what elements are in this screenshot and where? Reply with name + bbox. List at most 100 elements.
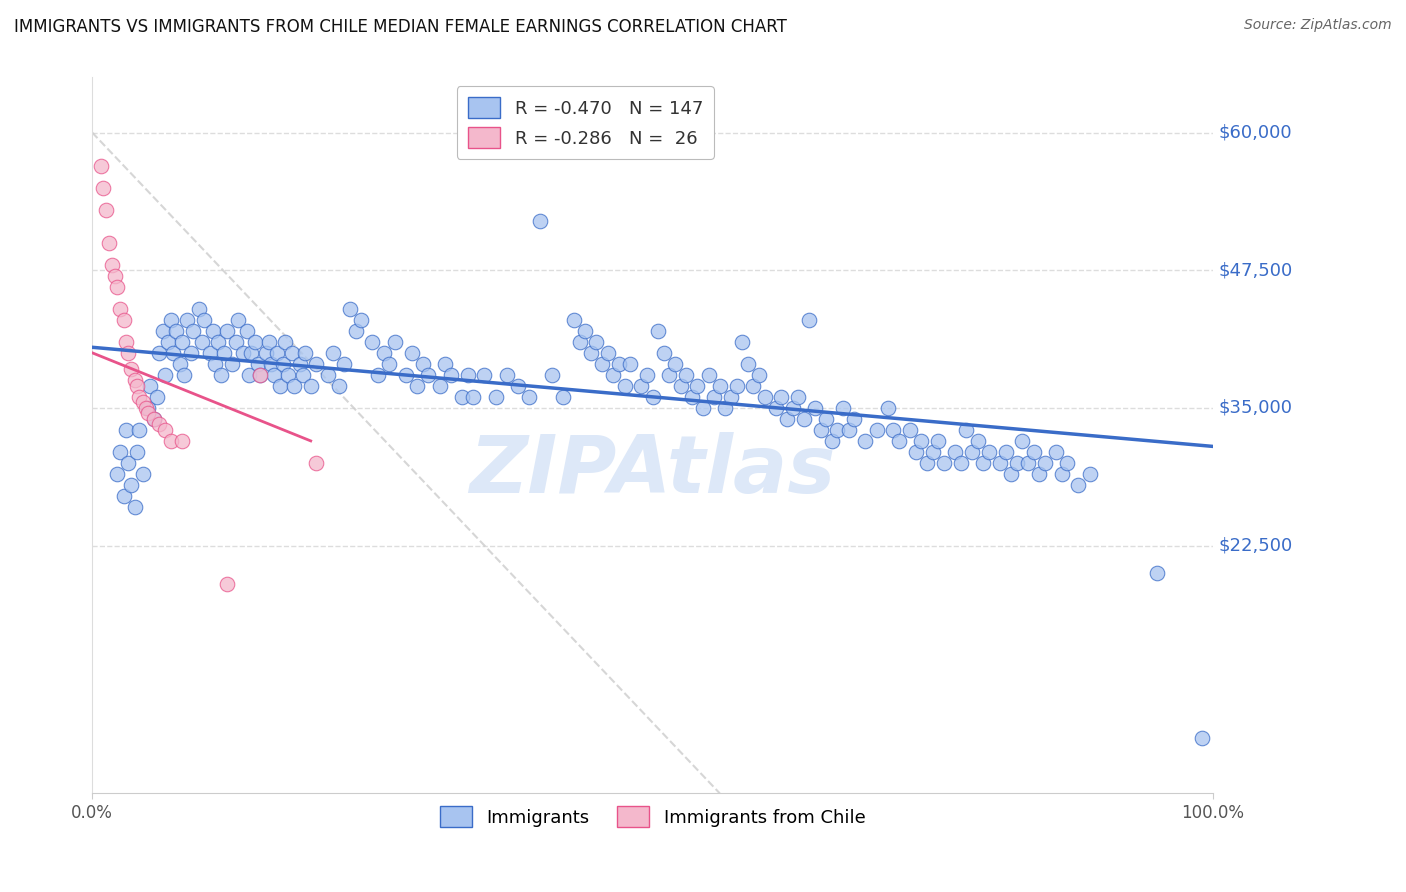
- Point: [742, 379, 765, 393]
- Point: [240, 346, 263, 360]
- Point: [94, 202, 117, 217]
- Point: [180, 346, 202, 360]
- Point: [159, 434, 181, 448]
- Point: [225, 334, 247, 349]
- Point: [316, 368, 339, 382]
- Point: [136, 406, 159, 420]
- Point: [112, 312, 135, 326]
- Point: [799, 312, 821, 326]
- Point: [720, 390, 742, 404]
- Point: [463, 390, 485, 404]
- Point: [927, 434, 949, 448]
- Point: [412, 357, 434, 371]
- Point: [114, 423, 136, 437]
- Point: [322, 346, 344, 360]
- Point: [574, 324, 596, 338]
- Point: [406, 379, 429, 393]
- Text: ZIPAtlas: ZIPAtlas: [470, 433, 835, 510]
- Point: [591, 357, 613, 371]
- Point: [988, 456, 1011, 470]
- Point: [243, 334, 266, 349]
- Point: [887, 434, 910, 448]
- Point: [1056, 456, 1078, 470]
- Point: [257, 334, 280, 349]
- Point: [139, 379, 162, 393]
- Point: [271, 357, 294, 371]
- Point: [170, 334, 193, 349]
- Point: [124, 373, 146, 387]
- Point: [876, 401, 898, 415]
- Point: [652, 346, 675, 360]
- Point: [238, 368, 260, 382]
- Point: [770, 390, 793, 404]
- Point: [204, 357, 226, 371]
- Point: [457, 368, 479, 382]
- Point: [105, 467, 128, 481]
- Point: [579, 346, 602, 360]
- Point: [108, 445, 131, 459]
- Point: [658, 368, 681, 382]
- Point: [1022, 445, 1045, 459]
- Point: [159, 312, 181, 326]
- Point: [932, 456, 955, 470]
- Point: [135, 401, 157, 415]
- Point: [418, 368, 440, 382]
- Point: [977, 445, 1000, 459]
- Point: [283, 379, 305, 393]
- Point: [108, 301, 131, 316]
- Point: [344, 324, 367, 338]
- Point: [602, 368, 624, 382]
- Point: [731, 334, 754, 349]
- Point: [125, 445, 148, 459]
- Point: [485, 390, 508, 404]
- Point: [765, 401, 787, 415]
- Point: [153, 423, 176, 437]
- Point: [1067, 478, 1090, 492]
- Point: [236, 324, 259, 338]
- Point: [434, 357, 457, 371]
- Point: [754, 390, 776, 404]
- Text: $60,000: $60,000: [1219, 123, 1292, 142]
- Point: [1078, 467, 1101, 481]
- Point: [215, 324, 238, 338]
- Point: [675, 368, 697, 382]
- Point: [429, 379, 451, 393]
- Point: [277, 368, 299, 382]
- Point: [641, 390, 664, 404]
- Point: [821, 434, 844, 448]
- Point: [1017, 456, 1039, 470]
- Point: [333, 357, 356, 371]
- Point: [165, 324, 187, 338]
- Point: [361, 334, 384, 349]
- Point: [1000, 467, 1022, 481]
- Point: [176, 312, 198, 326]
- Point: [1005, 456, 1028, 470]
- Point: [131, 395, 153, 409]
- Point: [921, 445, 943, 459]
- Point: [904, 445, 927, 459]
- Point: [844, 412, 866, 426]
- Point: [249, 368, 271, 382]
- Point: [529, 213, 551, 227]
- Point: [1011, 434, 1033, 448]
- Point: [804, 401, 827, 415]
- Point: [776, 412, 799, 426]
- Point: [832, 401, 855, 415]
- Point: [187, 301, 209, 316]
- Point: [136, 401, 159, 415]
- Point: [131, 467, 153, 481]
- Text: Source: ZipAtlas.com: Source: ZipAtlas.com: [1244, 18, 1392, 32]
- Point: [540, 368, 562, 382]
- Point: [232, 346, 254, 360]
- Point: [112, 489, 135, 503]
- Point: [401, 346, 423, 360]
- Point: [198, 346, 221, 360]
- Point: [367, 368, 389, 382]
- Point: [1146, 566, 1168, 580]
- Point: [373, 346, 395, 360]
- Point: [1028, 467, 1050, 481]
- Point: [607, 357, 630, 371]
- Point: [517, 390, 540, 404]
- Point: [855, 434, 877, 448]
- Point: [153, 368, 176, 382]
